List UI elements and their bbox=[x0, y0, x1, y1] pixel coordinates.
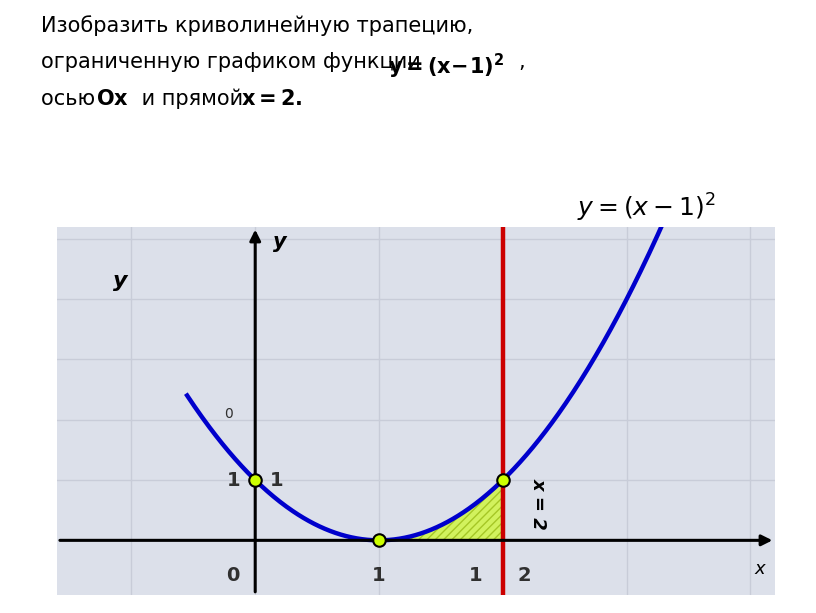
Text: Изобразить криволинейную трапецию,: Изобразить криволинейную трапецию, bbox=[41, 15, 473, 36]
Text: $y = \left(x - 1\right)^2$: $y = \left(x - 1\right)^2$ bbox=[577, 192, 716, 224]
Text: 2: 2 bbox=[517, 566, 531, 585]
Text: осью: осью bbox=[41, 89, 101, 109]
Text: x = 2: x = 2 bbox=[530, 478, 548, 530]
Text: ,: , bbox=[518, 52, 525, 72]
Text: $\mathit{\mathbf{x=2.}}$: $\mathit{\mathbf{x=2.}}$ bbox=[241, 89, 302, 109]
Text: 0: 0 bbox=[226, 566, 239, 585]
Text: 0: 0 bbox=[224, 406, 233, 421]
Text: $\mathit{\mathbf{Ox}}$: $\mathit{\mathbf{Ox}}$ bbox=[96, 89, 129, 109]
Text: $\mathit{\mathbf{y = (x\!-\!1)^2}}$: $\mathit{\mathbf{y = (x\!-\!1)^2}}$ bbox=[388, 52, 504, 82]
Text: x: x bbox=[755, 560, 765, 577]
Text: 1: 1 bbox=[227, 471, 241, 490]
Text: ограниченную графиком функции: ограниченную графиком функции bbox=[41, 52, 434, 72]
Text: y: y bbox=[273, 232, 286, 251]
Text: 1: 1 bbox=[372, 566, 386, 585]
Text: и прямой: и прямой bbox=[135, 89, 250, 109]
Text: 1: 1 bbox=[468, 566, 482, 585]
Text: y: y bbox=[113, 271, 127, 291]
Text: 1: 1 bbox=[270, 471, 284, 490]
